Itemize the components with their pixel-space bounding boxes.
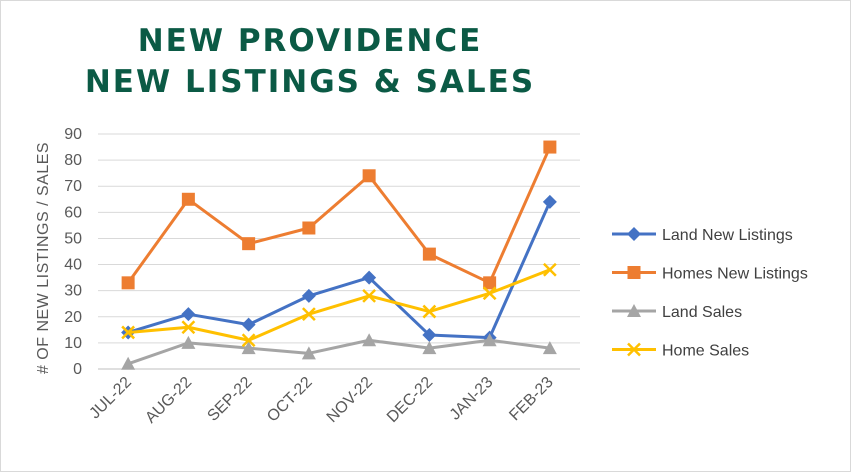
y-tick-label: 80 — [64, 152, 82, 169]
data-point — [301, 346, 316, 360]
data-point — [121, 325, 136, 340]
data-point — [362, 289, 377, 303]
data-point — [301, 288, 316, 303]
chart-title-line-2: NEW LISTINGS & SALES — [84, 64, 536, 100]
y-tick-label: 50 — [64, 230, 82, 247]
y-tick-label: 90 — [64, 126, 82, 143]
legend-marker — [627, 304, 641, 317]
data-point — [302, 221, 316, 235]
series-home-sales — [121, 262, 557, 348]
x-tick-label: DEC-22 — [384, 374, 436, 426]
x-tick-label: NOV-22 — [324, 374, 376, 426]
data-point — [422, 247, 436, 261]
data-point — [181, 320, 196, 335]
x-tick-label: JAN-23 — [447, 374, 497, 424]
series-homes-new-listings — [121, 140, 557, 290]
x-tick-label: SEP-22 — [204, 374, 255, 425]
data-point — [181, 192, 195, 206]
data-point — [543, 140, 557, 154]
data-point — [121, 356, 136, 370]
data-point — [362, 169, 376, 183]
data-point — [542, 194, 557, 209]
data-point — [483, 276, 497, 290]
legend-marker — [627, 227, 641, 241]
legend-item: Homes New Listings — [612, 266, 808, 283]
y-tick-label: 60 — [64, 204, 82, 221]
series-line — [127, 268, 551, 342]
legend-marker — [627, 266, 641, 279]
legend-label: Homes New Listings — [662, 266, 808, 283]
legend-label: Land New Listings — [662, 227, 793, 244]
data-point — [362, 333, 377, 347]
chart-title-line-1: NEW PROVIDENCE — [137, 23, 483, 59]
legend: Land New Listings Homes New Listings Land … — [612, 227, 808, 360]
y-tick-label: 30 — [64, 283, 82, 300]
series-line — [127, 338, 551, 366]
x-tick-label: FEB-23 — [506, 374, 556, 424]
data-point — [241, 317, 256, 332]
legend-label: Home Sales — [662, 343, 749, 360]
data-point — [422, 341, 437, 355]
x-tick-label: AUG-22 — [142, 374, 195, 427]
series-land-new-listings — [121, 194, 557, 345]
data-point — [242, 237, 256, 251]
legend-label: Land Sales — [662, 304, 742, 321]
y-axis-label: # OF NEW LISTINGS / SALES — [35, 142, 52, 374]
data-point — [301, 307, 316, 322]
data-point — [362, 270, 377, 285]
legend-item: Land New Listings — [612, 227, 793, 244]
series-land-sales — [121, 333, 557, 370]
data-point — [121, 276, 135, 290]
data-point — [422, 328, 437, 343]
x-tick-label: OCT-22 — [264, 374, 316, 426]
legend-item: Land Sales — [612, 304, 742, 321]
data-point — [422, 304, 437, 319]
y-tick-label: 10 — [64, 335, 82, 352]
data-point — [542, 341, 557, 355]
data-point — [482, 333, 497, 347]
data-point — [542, 262, 557, 277]
series-group — [121, 140, 557, 370]
legend-marker — [627, 342, 641, 357]
legend-item: Home Sales — [612, 343, 749, 360]
data-point — [241, 341, 256, 355]
grid-lines — [98, 133, 580, 370]
y-tick-label: 0 — [73, 361, 82, 378]
series-line — [126, 146, 552, 285]
data-point — [181, 335, 196, 349]
y-tick-labels: 0 10 20 30 40 50 60 70 80 90 — [64, 126, 82, 378]
data-point — [241, 333, 256, 348]
series-line — [127, 201, 552, 340]
data-point — [482, 286, 497, 301]
y-tick-label: 40 — [64, 257, 82, 274]
data-point — [181, 307, 196, 322]
y-tick-label: 70 — [64, 178, 82, 195]
y-tick-label: 20 — [64, 309, 82, 326]
x-tick-labels: JUL-22 AUG-22 SEP-22 OCT-22 NOV-22 DEC-22 JAN-… — [86, 374, 556, 427]
x-tick-label: JUL-22 — [86, 374, 135, 423]
